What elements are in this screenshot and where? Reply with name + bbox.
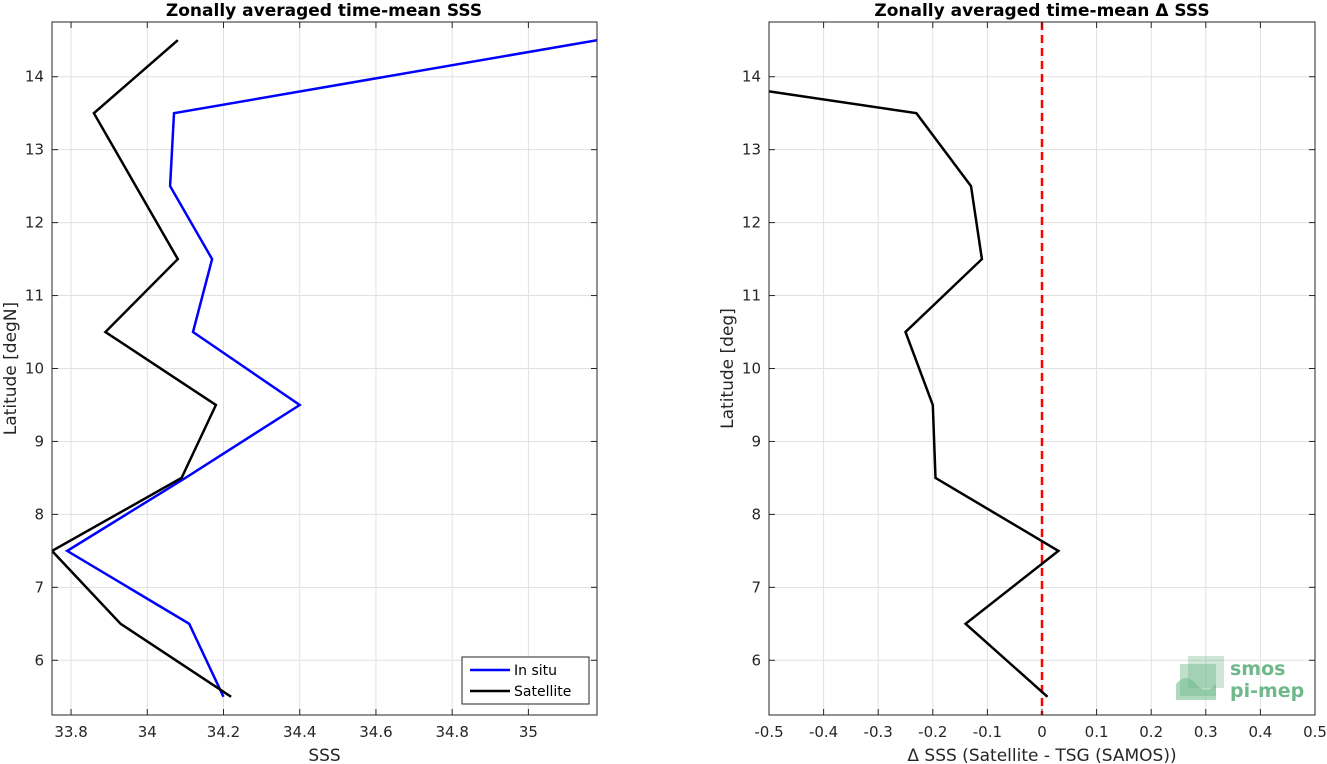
series-line-satellite xyxy=(52,39,232,698)
y-tick-label: 10 xyxy=(742,360,761,378)
x-tick-label: 0.5 xyxy=(1303,723,1327,741)
x-tick-label: -0.4 xyxy=(809,723,838,741)
chart-title: Zonally averaged time-mean Δ SSS xyxy=(874,1,1209,21)
legend-box xyxy=(461,656,590,705)
x-tick-label: -0.5 xyxy=(754,723,783,741)
y-tick-label: 9 xyxy=(34,432,44,450)
series-line-in-situ xyxy=(64,38,597,698)
y-tick-label: 13 xyxy=(742,141,761,159)
y-tick-label: 14 xyxy=(742,68,761,86)
x-tick-label: 0 xyxy=(1037,723,1047,741)
y-tick-label: 10 xyxy=(25,360,44,378)
y-tick-label: 12 xyxy=(742,214,761,232)
y-tick-label: 8 xyxy=(751,505,761,523)
x-tick-label: -0.3 xyxy=(864,723,893,741)
series-line-0 xyxy=(769,90,1061,698)
y-tick-label: 8 xyxy=(34,505,44,523)
x-tick-label: 35 xyxy=(519,723,538,741)
y-axis-label: Latitude [deg] xyxy=(718,308,738,429)
logo-text-pi-mep: pi-mep xyxy=(1230,680,1304,702)
logo-text-smos: smos xyxy=(1230,658,1285,680)
y-tick-label: 14 xyxy=(25,68,44,86)
left-chart-panel: 33.8 34 34.2 34.4 34.6 34.8 35 6 7 8 9 10 11 12 13 14 Zo… xyxy=(1,1,598,764)
legend-label: In situ xyxy=(514,663,557,679)
x-tick-label: 33.8 xyxy=(54,723,87,741)
x-tick-label: 34.6 xyxy=(359,723,392,741)
x-tick-label: 0.2 xyxy=(1139,723,1163,741)
y-tick-label: 6 xyxy=(34,651,44,669)
x-tick-label: 34.4 xyxy=(283,723,316,741)
x-tick-label: -0.1 xyxy=(973,723,1002,741)
y-tick-label: 7 xyxy=(34,578,44,596)
x-tick-label: -0.2 xyxy=(918,723,947,741)
x-tick-label: 34.2 xyxy=(207,723,240,741)
y-tick-label: 11 xyxy=(25,287,44,305)
x-tick-label: 34.8 xyxy=(435,723,468,741)
right-chart-panel: -0.5 -0.4 -0.3 -0.2 -0.1 0 0.1 0.2 0.3 0.4 0.5 6 7 8 9… xyxy=(718,1,1327,764)
legend-label: Satellite xyxy=(514,684,571,700)
chart-title: Zonally averaged time-mean SSS xyxy=(166,1,482,21)
x-axis-label: Δ SSS (Satellite - TSG (SAMOS)) xyxy=(907,746,1176,764)
logo-wave xyxy=(1176,678,1216,700)
legend: In situ Satellite xyxy=(461,656,590,705)
x-tick-label: 34 xyxy=(138,723,157,741)
y-tick-label: 6 xyxy=(751,651,761,669)
y-axis-label: Latitude [degN] xyxy=(1,302,21,435)
y-tick-label: 12 xyxy=(25,214,44,232)
y-tick-label: 13 xyxy=(25,141,44,159)
x-axis-label: SSS xyxy=(308,746,340,764)
x-tick-label: 0.4 xyxy=(1248,723,1272,741)
y-tick-label: 7 xyxy=(751,578,761,596)
x-tick-label: 0.3 xyxy=(1194,723,1218,741)
y-tick-label: 9 xyxy=(751,432,761,450)
x-tick-label: 0.1 xyxy=(1085,723,1109,741)
y-tick-label: 11 xyxy=(742,287,761,305)
